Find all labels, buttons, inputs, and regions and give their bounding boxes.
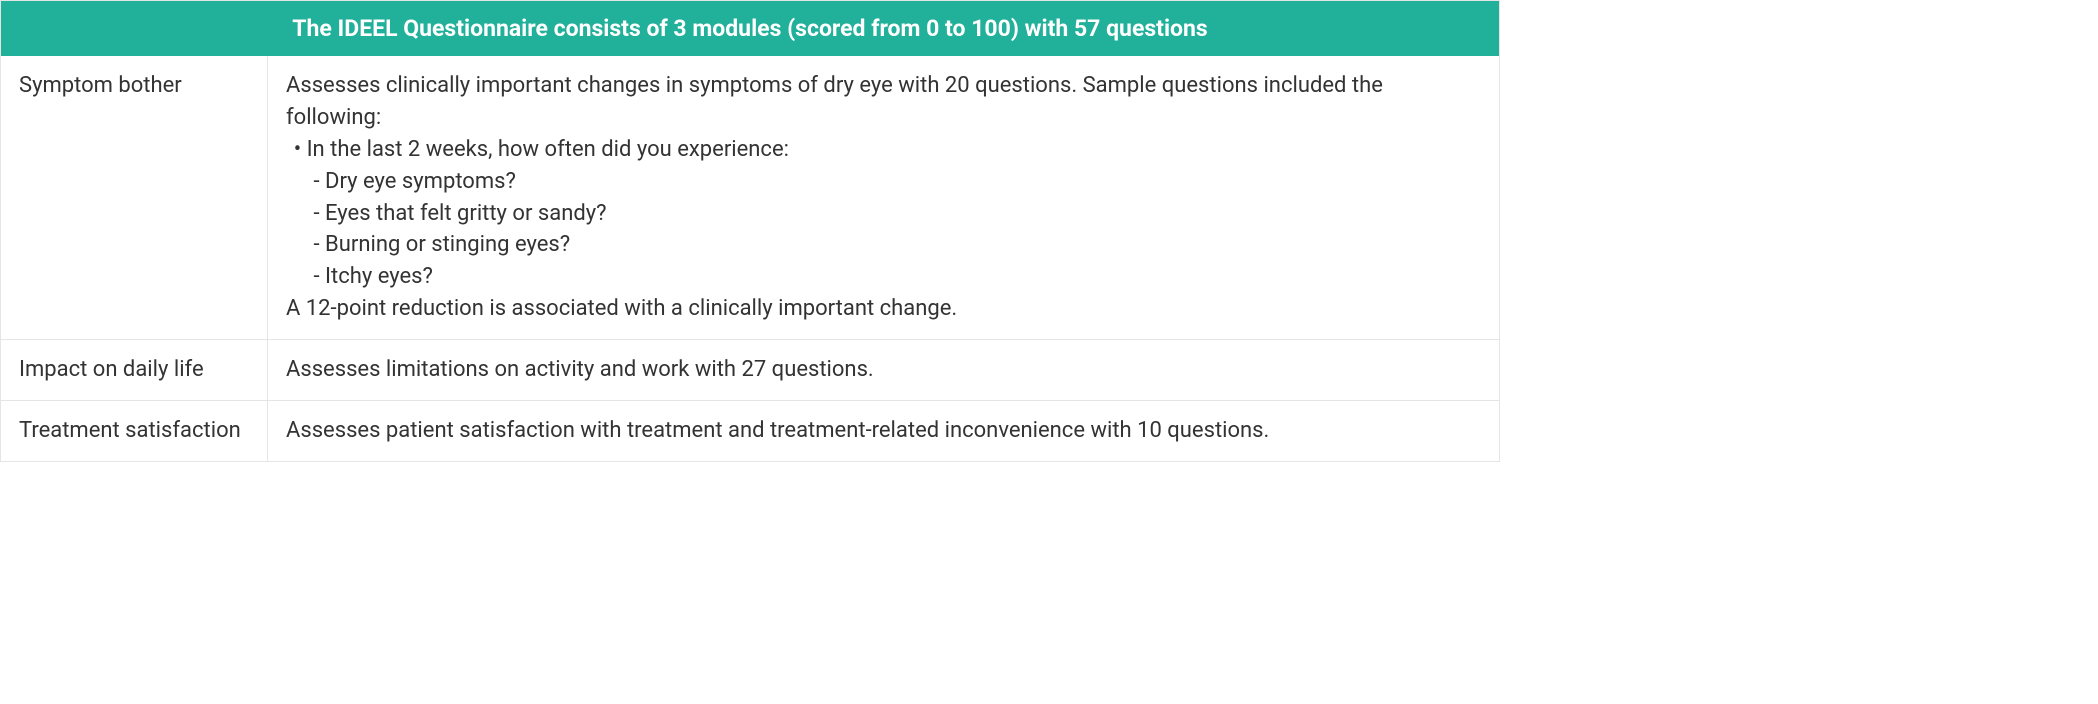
row-name-cell: Treatment satisfaction xyxy=(1,401,268,461)
row-name: Treatment satisfaction xyxy=(19,418,241,443)
desc-line: - Dry eye symptoms? xyxy=(286,166,1481,198)
row-name-cell: Symptom bother xyxy=(1,56,268,340)
desc-line: Assesses patient satisfaction with treat… xyxy=(286,415,1481,447)
desc-line: A 12-point reduction is associated with … xyxy=(286,293,1481,325)
row-name-cell: Impact on daily life xyxy=(1,340,268,401)
table-row: Treatment satisfaction Assesses patient … xyxy=(1,401,1499,461)
desc-line: • In the last 2 weeks, how often did you… xyxy=(286,134,1481,166)
row-desc-cell: Assesses clinically important changes in… xyxy=(268,56,1500,340)
row-name: Impact on daily life xyxy=(19,357,204,382)
desc-line: - Eyes that felt gritty or sandy? xyxy=(286,198,1481,230)
table-row: Impact on daily life Assesses limitation… xyxy=(1,340,1499,401)
table-title: The IDEEL Questionnaire consists of 3 mo… xyxy=(292,15,1207,42)
table-body: Symptom bother Assesses clinically impor… xyxy=(1,56,1499,461)
row-desc-cell: Assesses patient satisfaction with treat… xyxy=(268,401,1500,461)
ideel-table: The IDEEL Questionnaire consists of 3 mo… xyxy=(0,0,1500,462)
desc-line: - Itchy eyes? xyxy=(286,261,1481,293)
row-name: Symptom bother xyxy=(19,73,182,98)
desc-line: Assesses limitations on activity and wor… xyxy=(286,354,1481,386)
desc-line: Assesses clinically important changes in… xyxy=(286,70,1481,134)
desc-line: - Burning or stinging eyes? xyxy=(286,229,1481,261)
table-row: Symptom bother Assesses clinically impor… xyxy=(1,56,1499,340)
table-header: The IDEEL Questionnaire consists of 3 mo… xyxy=(1,1,1499,56)
row-desc-cell: Assesses limitations on activity and wor… xyxy=(268,340,1500,401)
